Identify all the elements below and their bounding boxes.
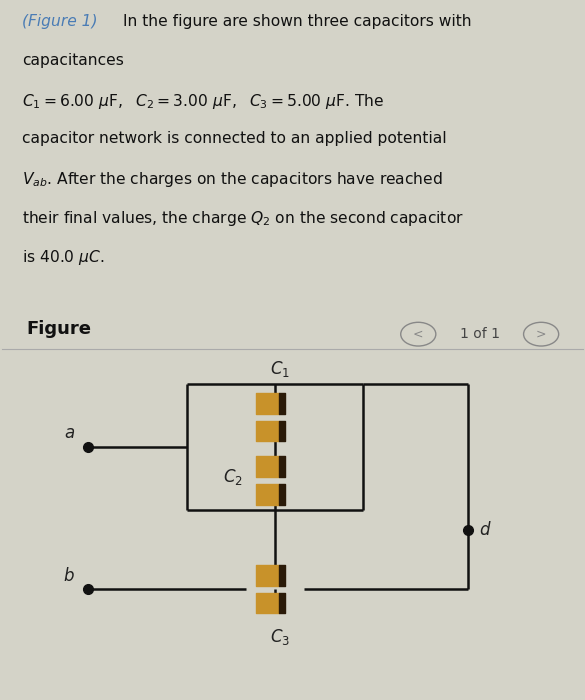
Text: is 40.0 $\mu C$.: is 40.0 $\mu C$. xyxy=(22,248,105,267)
Text: $C_2$: $C_2$ xyxy=(223,466,243,486)
Text: (Figure 1): (Figure 1) xyxy=(22,14,98,29)
Text: $C_3$: $C_3$ xyxy=(270,627,290,648)
Text: $C_1$: $C_1$ xyxy=(270,359,290,379)
Text: $C_1 = 6.00\ \mu\mathrm{F},\ \ C_2 = 3.00\ \mu\mathrm{F},\ \ C_3 = 5.00\ \mu\mat: $C_1 = 6.00\ \mu\mathrm{F},\ \ C_2 = 3.0… xyxy=(22,92,385,111)
Text: their final values, the charge $Q_2$ on the second capacitor: their final values, the charge $Q_2$ on … xyxy=(22,209,464,228)
Text: <: < xyxy=(413,328,424,341)
Text: >: > xyxy=(536,328,546,341)
Text: $d$: $d$ xyxy=(479,521,491,539)
Text: Figure: Figure xyxy=(26,321,91,338)
Text: 1 of 1: 1 of 1 xyxy=(460,327,500,341)
Text: capacitances: capacitances xyxy=(22,52,124,68)
Text: $b$: $b$ xyxy=(63,566,75,584)
Text: In the figure are shown three capacitors with: In the figure are shown three capacitors… xyxy=(123,14,472,29)
Text: $a$: $a$ xyxy=(64,424,75,442)
Text: capacitor network is connected to an applied potential: capacitor network is connected to an app… xyxy=(22,131,447,146)
Text: $V_{ab}$. After the charges on the capacitors have reached: $V_{ab}$. After the charges on the capac… xyxy=(22,169,443,188)
